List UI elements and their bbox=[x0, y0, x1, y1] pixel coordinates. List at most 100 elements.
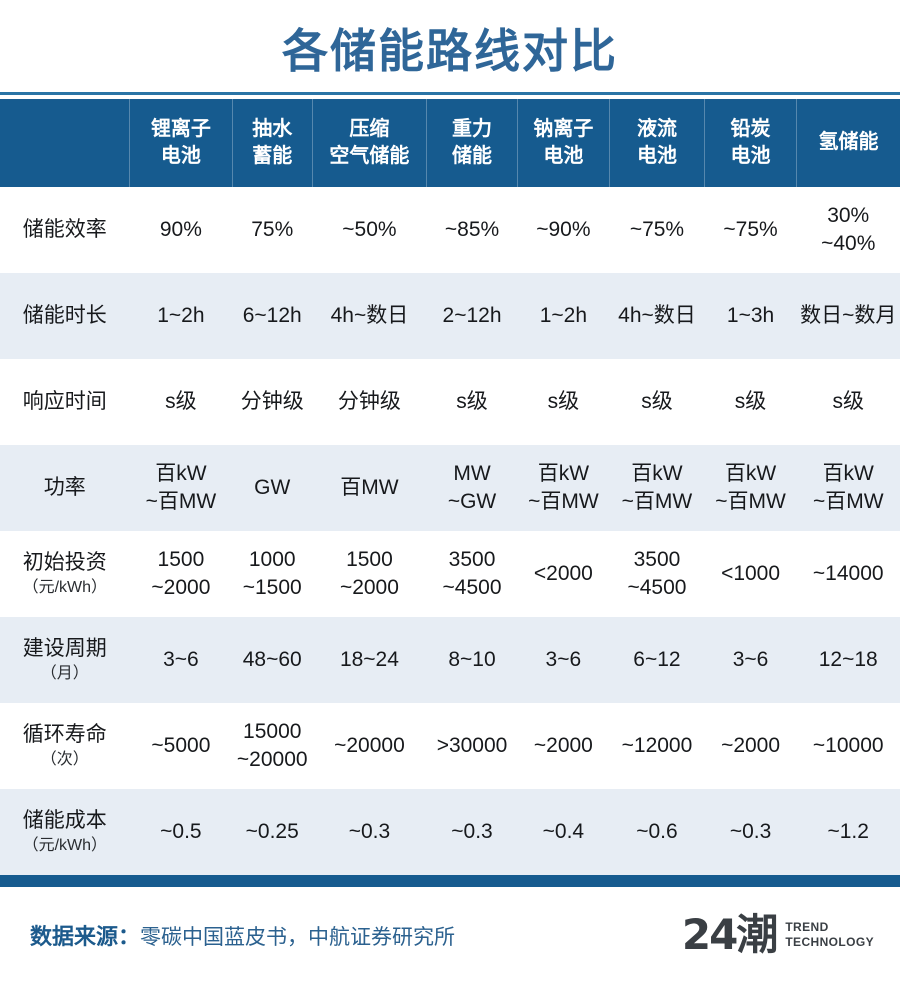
table-cell: s级 bbox=[456, 389, 488, 413]
table-cell: 百kW ~百MW bbox=[528, 462, 599, 513]
logo-wordmark: 24潮 bbox=[681, 910, 778, 960]
column-header: 锂离子 电池 bbox=[129, 98, 233, 187]
table-cell: 2~12h bbox=[442, 303, 502, 327]
table-cell: 1000 ~1500 bbox=[242, 548, 302, 599]
table-cell: ~14000 bbox=[812, 561, 884, 585]
table-cell: 3~6 bbox=[732, 647, 769, 671]
table-cell: 百kW ~百MW bbox=[621, 462, 693, 513]
table-cell: 1~2h bbox=[157, 303, 205, 327]
column-header: 压缩 空气储能 bbox=[311, 98, 427, 187]
table-cell: 1500 ~2000 bbox=[339, 548, 399, 599]
table-cell: ~2000 bbox=[721, 733, 781, 757]
table-cell: 分钟级 bbox=[240, 389, 304, 413]
row-label: 循环寿命 （次） bbox=[0, 703, 130, 789]
table-cell: 6~12h bbox=[242, 303, 302, 327]
data-source-text: 零碳中国蓝皮书，中航证券研究所 bbox=[140, 926, 456, 950]
table-cell: 3~6 bbox=[545, 647, 582, 671]
table-cell: ~0.5 bbox=[160, 819, 202, 843]
table-cell: 分钟级 bbox=[337, 389, 401, 413]
row-label: 建设周期 （月） bbox=[0, 617, 130, 703]
table-row: 初始投资 （元/kWh） 1500 ~2000 1000 ~1500 1500 ~200… bbox=[0, 530, 900, 617]
column-header: 重力 储能 bbox=[426, 98, 518, 187]
table-cell: 3500 ~4500 bbox=[627, 548, 687, 599]
table-cell: ~0.3 bbox=[451, 819, 493, 843]
column-header: 氢储能 bbox=[795, 98, 900, 187]
table-cell: 6~12 bbox=[633, 647, 681, 671]
table-cell: s级 bbox=[165, 389, 197, 413]
data-source-label: 数据来源： bbox=[30, 924, 141, 950]
table-cell: 1~3h bbox=[726, 303, 775, 327]
table-cell: s级 bbox=[547, 389, 580, 413]
row-label: 储能时长 bbox=[22, 303, 107, 327]
logo-subtitle-line2: TECHNOLOGY bbox=[785, 935, 874, 950]
row-label-unit: （月） bbox=[40, 664, 89, 682]
logo-subtitle: TREND TECHNOLOGY bbox=[785, 920, 874, 950]
table-cell: ~0.3 bbox=[729, 819, 772, 843]
table-cell: 48~60 bbox=[242, 647, 302, 671]
data-source: 数据来源： 零碳中国蓝皮书，中航证券研究所 bbox=[30, 919, 455, 951]
table-cell: 18~24 bbox=[339, 647, 399, 671]
table-cell: ~5000 bbox=[151, 733, 211, 757]
brand-logo: 24潮 TREND TECHNOLOGY bbox=[682, 914, 874, 956]
table-cell: ~90% bbox=[536, 217, 591, 241]
table-cell: ~0.25 bbox=[245, 819, 299, 843]
table-cell: 4h~数日 bbox=[618, 303, 696, 327]
row-label: 初始投资 （元/kWh） bbox=[0, 531, 130, 617]
table-cell: 4h~数日 bbox=[330, 303, 409, 327]
table-cell: 1500 ~2000 bbox=[151, 548, 211, 599]
table-cell: s级 bbox=[641, 389, 673, 413]
row-label-unit: （元/kWh） bbox=[22, 578, 108, 596]
table-cell: <1000 bbox=[721, 561, 781, 585]
comparison-table: 锂离子 电池 抽水 蓄能 压缩 空气储能 重力 储能 钠离子 电池 液流 电池 铅炭 电池氢… bbox=[0, 98, 900, 875]
row-label-unit: （次） bbox=[40, 750, 89, 768]
table-bottom-bar bbox=[0, 874, 900, 887]
page-title: 各储能路线对比 bbox=[282, 25, 618, 77]
column-header: 抽水 蓄能 bbox=[231, 98, 313, 187]
column-header: 液流 电池 bbox=[608, 98, 705, 187]
table-cell: 8~10 bbox=[448, 647, 496, 671]
table-cell: ~10000 bbox=[812, 733, 884, 757]
table-cell: 75% bbox=[251, 217, 294, 241]
table-row: 储能效率 90% 75% ~50% ~85% ~90% ~75% ~75% 30% ~40% bbox=[0, 186, 900, 273]
table-cell: ~2000 bbox=[533, 733, 593, 757]
table-cell: 百kW ~百MW bbox=[145, 462, 217, 513]
column-header: 钠离子 电池 bbox=[516, 98, 610, 187]
corner-cell bbox=[0, 98, 130, 187]
row-label: 响应时间 bbox=[22, 389, 107, 413]
table-cell: ~85% bbox=[444, 217, 500, 241]
table-cell: ~50% bbox=[342, 217, 397, 241]
footer: 数据来源： 零碳中国蓝皮书，中航证券研究所 24潮 TREND TECHNOLO… bbox=[0, 887, 900, 990]
table-cell: >30000 bbox=[436, 733, 508, 757]
table-row: 储能成本 （元/kWh） ~0.5 ~0.25 ~0.3 ~0.3 ~0.4 ~0.6 ~0.3… bbox=[0, 788, 900, 875]
table-cell: MW ~GW bbox=[447, 462, 497, 513]
table-cell: ~0.6 bbox=[636, 819, 678, 843]
table-cell: ~12000 bbox=[621, 733, 693, 757]
table-cell: 百MW bbox=[340, 475, 399, 499]
table-cell: ~0.3 bbox=[348, 819, 391, 843]
table-cell: 30% ~40% bbox=[821, 204, 876, 255]
table-cell: 百kW ~百MW bbox=[715, 462, 786, 513]
table-cell: ~75% bbox=[629, 217, 685, 241]
table-cell: s级 bbox=[734, 389, 767, 413]
table-cell: 15000 ~20000 bbox=[236, 720, 308, 771]
table-cell: 1~2h bbox=[539, 303, 588, 327]
column-header: 铅炭 电池 bbox=[704, 98, 797, 187]
table-cell: 12~18 bbox=[818, 647, 878, 671]
row-label: 储能成本 （元/kWh） bbox=[0, 789, 130, 875]
table-row: 响应时间 s级 分钟级 分钟级 s级 s级 s级 s级 s级 bbox=[0, 358, 900, 445]
table-row: 储能时长 1~2h 6~12h 4h~数日 2~12h 1~2h 4h~数日 1~3h 数日~数… bbox=[0, 272, 900, 359]
table-top-border bbox=[0, 91, 900, 95]
table-cell: 数日~数月 bbox=[800, 303, 897, 327]
table-cell: ~75% bbox=[723, 217, 778, 241]
storage-comparison-table: 锂离子 电池 抽水 蓄能 压缩 空气储能 重力 储能 钠离子 电池 液流 电池 铅炭 电池氢… bbox=[0, 91, 900, 887]
table-cell: 3~6 bbox=[163, 647, 199, 671]
table-cell: GW bbox=[254, 475, 291, 499]
table-cell: ~1.2 bbox=[827, 819, 869, 843]
table-cell: ~20000 bbox=[334, 733, 405, 757]
table-cell: <2000 bbox=[533, 561, 593, 585]
row-label: 储能效率 bbox=[22, 217, 107, 241]
row-label: 功率 bbox=[43, 475, 86, 499]
table-cell: 3500 ~4500 bbox=[442, 548, 502, 599]
table-row: 功率 百kW ~百MW GW 百MW MW ~GW 百kW ~百MW 百kW ~百MW 百kW… bbox=[0, 444, 900, 531]
